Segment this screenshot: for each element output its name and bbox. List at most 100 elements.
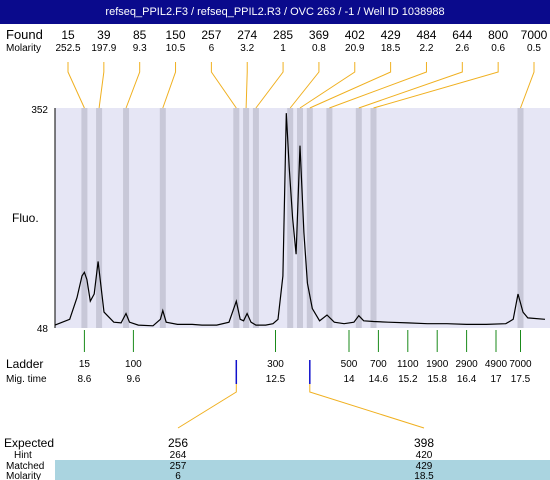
found-molarity-label: 197.9 bbox=[91, 43, 116, 54]
expected-connector bbox=[177, 384, 237, 429]
found-size-label: 369 bbox=[309, 28, 329, 42]
molarity-bottom-label: Molarity bbox=[6, 471, 41, 480]
molarity-label: Molarity bbox=[6, 43, 41, 54]
peak-connector bbox=[373, 62, 499, 109]
found-molarity-label: 2.2 bbox=[420, 43, 434, 54]
peak-connector bbox=[98, 62, 105, 109]
peak-band bbox=[297, 108, 303, 328]
peak-band bbox=[243, 108, 250, 328]
peak-band bbox=[123, 108, 130, 328]
ladder-size-label: 1900 bbox=[426, 359, 449, 370]
expected-matched: 429 bbox=[416, 461, 433, 472]
expected-size: 256 bbox=[168, 436, 188, 450]
peak-connector bbox=[329, 62, 427, 109]
found-size-label: 800 bbox=[488, 28, 508, 42]
peak-connector bbox=[289, 62, 320, 109]
expected-size: 398 bbox=[414, 436, 434, 450]
ladder-time-label: 15.2 bbox=[398, 374, 418, 385]
peak-band bbox=[355, 108, 362, 328]
expected-label: Expected bbox=[4, 436, 54, 450]
found-molarity-label: 1 bbox=[280, 43, 286, 54]
found-size-label: 150 bbox=[166, 28, 186, 42]
found-size-label: 85 bbox=[133, 28, 147, 42]
ladder-size-label: 4900 bbox=[485, 359, 508, 370]
ladder-size-label: 15 bbox=[79, 359, 91, 370]
found-size-label: 274 bbox=[237, 28, 257, 42]
matched-label: Matched bbox=[6, 461, 44, 472]
ladder-size-label: 1100 bbox=[397, 359, 419, 370]
peak-connector bbox=[299, 62, 356, 109]
ladder-time-label: 14 bbox=[343, 374, 355, 385]
found-molarity-label: 2.6 bbox=[455, 43, 469, 54]
expected-molarity: 6 bbox=[175, 471, 181, 480]
peak-band bbox=[96, 108, 103, 328]
peak-connector bbox=[358, 62, 463, 109]
peak-connector bbox=[245, 62, 248, 109]
ladder-time-label: 14.6 bbox=[369, 374, 389, 385]
y-tick-min: 48 bbox=[37, 324, 49, 335]
ladder-time-label: 15.8 bbox=[427, 374, 447, 385]
ladder-size-label: 700 bbox=[370, 359, 387, 370]
ladder-time-label: 17.5 bbox=[511, 374, 531, 385]
found-size-label: 15 bbox=[61, 28, 75, 42]
expected-hint: 420 bbox=[416, 450, 433, 461]
found-molarity-label: 10.5 bbox=[166, 43, 186, 54]
expected-matched: 257 bbox=[170, 461, 187, 472]
mig-time-label: Mig. time bbox=[6, 374, 47, 385]
found-molarity-label: 18.5 bbox=[381, 43, 401, 54]
found-molarity-label: 252.5 bbox=[55, 43, 80, 54]
window-title: refseq_PPIL2.F3 / refseq_PPIL2.R3 / OVC … bbox=[0, 0, 550, 24]
found-molarity-label: 6 bbox=[209, 43, 215, 54]
ladder-size-label: 500 bbox=[341, 359, 358, 370]
ladder-time-label: 16.4 bbox=[457, 374, 477, 385]
found-size-label: 484 bbox=[416, 28, 436, 42]
found-molarity-label: 9.3 bbox=[133, 43, 147, 54]
peak-connector bbox=[210, 62, 237, 109]
peak-band bbox=[306, 108, 313, 328]
ladder-time-label: 12.5 bbox=[266, 374, 286, 385]
hint-label: Hint bbox=[14, 450, 32, 461]
found-size-label: 644 bbox=[452, 28, 472, 42]
peak-band bbox=[370, 108, 377, 328]
fluo-axis-label: Fluo. bbox=[12, 211, 39, 225]
found-molarity-label: 0.8 bbox=[312, 43, 326, 54]
peak-connector bbox=[162, 62, 177, 109]
peak-band bbox=[517, 108, 524, 328]
ladder-size-label: 2900 bbox=[455, 359, 478, 370]
expected-connector bbox=[309, 384, 425, 429]
peak-band bbox=[252, 108, 259, 328]
expected-molarity: 18.5 bbox=[414, 471, 434, 480]
matched-row-bg bbox=[55, 460, 550, 480]
found-molarity-label: 20.9 bbox=[345, 43, 365, 54]
peak-connector bbox=[309, 62, 392, 109]
peak-connector bbox=[255, 62, 284, 109]
peak-connector bbox=[520, 62, 535, 109]
found-size-label: 285 bbox=[273, 28, 293, 42]
peak-band bbox=[81, 108, 88, 328]
ladder-time-label: 8.6 bbox=[77, 374, 91, 385]
y-tick-max: 352 bbox=[31, 105, 48, 116]
expected-hint: 264 bbox=[170, 450, 187, 461]
ladder-size-label: 300 bbox=[267, 359, 284, 370]
peak-band bbox=[287, 108, 294, 328]
found-size-label: 7000 bbox=[521, 28, 548, 42]
ladder-time-label: 9.6 bbox=[126, 374, 140, 385]
peak-band bbox=[159, 108, 166, 328]
found-label: Found bbox=[6, 27, 43, 42]
found-size-label: 402 bbox=[345, 28, 365, 42]
peak-band bbox=[233, 108, 240, 328]
peak-connector bbox=[67, 62, 85, 109]
found-molarity-label: 0.5 bbox=[527, 43, 541, 54]
found-molarity-label: 3.2 bbox=[240, 43, 254, 54]
peak-connector bbox=[125, 62, 141, 109]
found-molarity-label: 0.6 bbox=[491, 43, 505, 54]
peak-band bbox=[326, 108, 333, 328]
fluorescence-trace bbox=[54, 113, 546, 327]
ladder-size-label: 7000 bbox=[509, 359, 532, 370]
found-size-label: 257 bbox=[201, 28, 221, 42]
ladder-size-label: 100 bbox=[125, 359, 142, 370]
ladder-label: Ladder bbox=[6, 357, 43, 371]
found-size-label: 39 bbox=[97, 28, 111, 42]
ladder-time-label: 17 bbox=[490, 374, 502, 385]
